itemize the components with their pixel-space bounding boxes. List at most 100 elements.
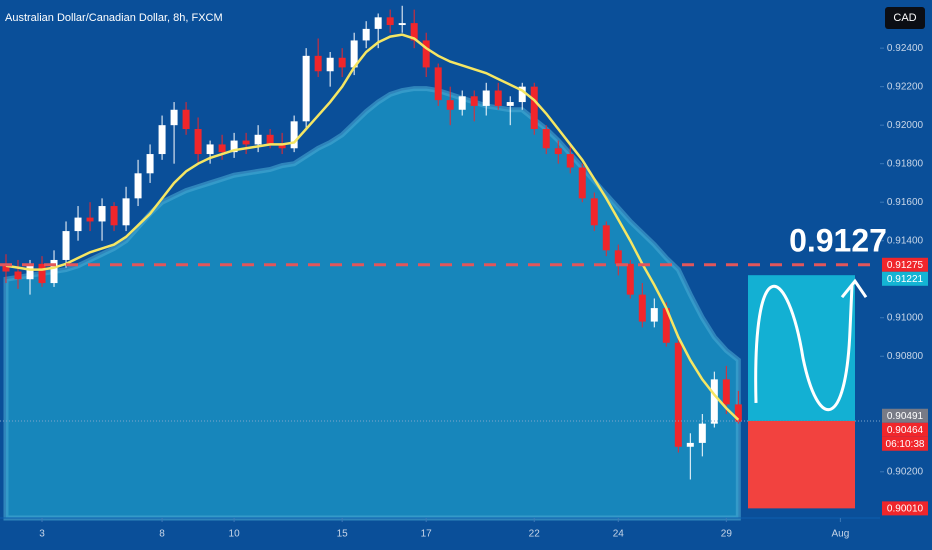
- candle-body: [62, 231, 70, 260]
- x-tick-label: 8: [159, 529, 165, 540]
- candle-body: [38, 263, 46, 284]
- x-tick-label: 29: [721, 529, 733, 540]
- candle-body: [50, 259, 58, 284]
- candle-body: [458, 96, 466, 110]
- price-label: 0.91275: [887, 260, 924, 271]
- moving-average: [5, 33, 740, 421]
- candle-body: [230, 140, 238, 153]
- candle-body: [722, 379, 730, 405]
- candle-body: [434, 67, 442, 101]
- y-tick-label: 0.92200: [887, 81, 924, 92]
- price-label-box: [882, 408, 928, 423]
- x-tick-label: Aug: [831, 529, 849, 540]
- candle-body: [218, 144, 226, 153]
- candle-body: [2, 263, 10, 272]
- price-label: 0.90491: [887, 411, 924, 422]
- candle-body: [530, 86, 538, 130]
- chart-title: Australian Dollar/Canadian Dollar, 8h, F…: [5, 12, 223, 24]
- candle-body: [350, 40, 358, 68]
- candle-body: [590, 198, 598, 226]
- candle-body: [74, 217, 82, 232]
- y-tick-label: 0.90200: [887, 466, 924, 477]
- candle-body: [602, 225, 610, 251]
- candle-body: [194, 129, 202, 155]
- x-tick-label: 17: [421, 529, 433, 540]
- currency-button-label[interactable]: CAD: [893, 12, 916, 24]
- y-tick-label: 0.91600: [887, 197, 924, 208]
- candle-body: [278, 144, 286, 149]
- x-tick-label: 10: [229, 529, 241, 540]
- cloud-area: [3, 86, 741, 521]
- price-label-box: [882, 501, 928, 516]
- candle-body: [398, 23, 406, 26]
- candle-body: [134, 173, 142, 199]
- x-tick-label: 22: [529, 529, 541, 540]
- price-label-box: [882, 257, 928, 272]
- candle-body: [410, 23, 418, 41]
- candle-body: [362, 28, 370, 41]
- candle-body: [14, 271, 22, 280]
- candle-body: [686, 442, 694, 447]
- cloud-layer: [3, 86, 741, 521]
- candle-body: [314, 55, 322, 72]
- candle-body: [254, 134, 262, 145]
- candle-body: [578, 167, 586, 199]
- candle-body: [470, 96, 478, 106]
- candle-body: [86, 217, 94, 222]
- candle-body: [734, 404, 742, 422]
- candle-layer: [2, 5, 742, 480]
- candle-body: [98, 206, 106, 222]
- candle-body: [170, 109, 178, 126]
- candle-body: [626, 263, 634, 295]
- y-tick-label: 0.92000: [887, 120, 924, 131]
- candle-body: [650, 308, 658, 322]
- annotation: 0.9127: [789, 222, 887, 258]
- price-label: 0.91221: [887, 274, 924, 285]
- price-label: 0.90010: [887, 504, 924, 515]
- wave-drawing: [754, 285, 854, 412]
- candle-body: [614, 250, 622, 264]
- candle-body: [554, 148, 562, 155]
- countdown-box: [882, 436, 928, 451]
- candle-body: [698, 423, 706, 443]
- candle-body: [158, 125, 166, 155]
- candle-body: [326, 57, 334, 72]
- candle-body: [494, 90, 502, 106]
- candle-body: [182, 109, 190, 130]
- candle-body: [518, 86, 526, 103]
- price-label-box: [882, 271, 928, 286]
- candle-body: [206, 144, 214, 155]
- price-label: 0.90464: [887, 425, 924, 436]
- candle-body: [710, 379, 718, 424]
- candle-body: [566, 154, 574, 168]
- candle-body: [662, 308, 670, 343]
- stop-zone: [748, 420, 855, 509]
- wave-arrow: [840, 278, 868, 299]
- currency-button[interactable]: [885, 7, 925, 29]
- candle-body: [302, 55, 310, 122]
- candle-body: [506, 102, 514, 106]
- candle-body: [386, 17, 394, 26]
- candle-body: [482, 90, 490, 106]
- countdown: 06:10:38: [886, 439, 925, 450]
- candle-body: [290, 121, 298, 149]
- candle-body: [446, 100, 454, 110]
- x-tick-label: 3: [39, 529, 45, 540]
- candle-body: [638, 294, 646, 322]
- candle-body: [674, 342, 682, 447]
- y-tick-label: 0.92400: [887, 43, 924, 54]
- over-layer: [0, 263, 880, 509]
- price-label-box: [882, 422, 928, 437]
- candle-body: [542, 129, 550, 149]
- candle-body: [110, 206, 118, 226]
- candle-body: [422, 40, 430, 68]
- y-tick-label: 0.91800: [887, 158, 924, 169]
- y-tick-label: 0.91400: [887, 235, 924, 246]
- candle-body: [338, 57, 346, 68]
- x-tick-label: 15: [337, 529, 349, 540]
- candle-body: [266, 134, 274, 145]
- candle-body: [374, 17, 382, 29]
- candle-body: [26, 263, 34, 280]
